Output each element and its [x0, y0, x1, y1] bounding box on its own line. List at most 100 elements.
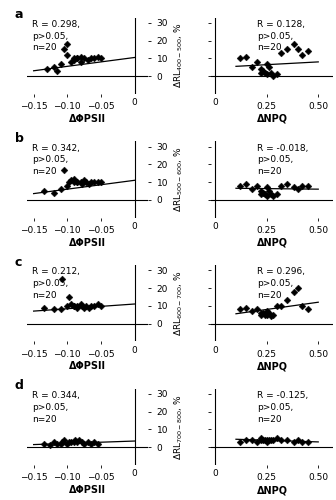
- Point: [65, 440, 70, 448]
- Y-axis label: $\Delta$RL$_{500-600}$, %: $\Delta$RL$_{500-600}$, %: [172, 146, 185, 212]
- Point: [48, 442, 53, 450]
- Point: [295, 46, 300, 54]
- Point: [71, 438, 77, 446]
- Point: [244, 436, 249, 444]
- X-axis label: ΔΦPSII: ΔΦPSII: [69, 114, 106, 124]
- Point: [258, 436, 263, 444]
- X-axis label: ΔNPQ: ΔNPQ: [256, 238, 288, 248]
- Point: [86, 304, 92, 312]
- Point: [268, 190, 274, 198]
- Point: [244, 180, 249, 188]
- Text: d: d: [15, 380, 24, 392]
- Point: [51, 63, 56, 71]
- Point: [291, 438, 296, 446]
- Point: [68, 58, 73, 66]
- Point: [88, 178, 94, 186]
- Point: [95, 300, 100, 308]
- Point: [268, 436, 274, 444]
- Point: [264, 70, 269, 78]
- Point: [264, 192, 269, 200]
- Point: [95, 178, 100, 186]
- Point: [88, 54, 94, 62]
- Point: [65, 302, 70, 310]
- Point: [75, 302, 80, 310]
- Point: [275, 190, 280, 198]
- Point: [66, 178, 71, 186]
- Point: [61, 436, 67, 444]
- X-axis label: ΔNPQ: ΔNPQ: [256, 485, 288, 495]
- Point: [41, 304, 46, 312]
- Text: 0: 0: [213, 222, 218, 231]
- Point: [68, 300, 73, 308]
- Point: [58, 306, 63, 314]
- Point: [279, 49, 284, 57]
- Point: [275, 434, 280, 442]
- Point: [61, 46, 67, 54]
- Point: [258, 190, 263, 198]
- Point: [59, 275, 65, 283]
- Point: [88, 302, 94, 310]
- Point: [285, 436, 290, 444]
- Point: [260, 188, 265, 196]
- Text: b: b: [15, 132, 24, 145]
- Point: [266, 63, 271, 71]
- Point: [254, 438, 259, 446]
- Text: c: c: [15, 256, 22, 269]
- Point: [258, 65, 263, 73]
- Point: [305, 182, 311, 190]
- Text: R = -0.018,
p>0.05,
n=20: R = -0.018, p>0.05, n=20: [257, 144, 309, 176]
- Point: [260, 309, 265, 317]
- Point: [275, 302, 280, 310]
- Point: [73, 436, 78, 444]
- Point: [65, 182, 70, 190]
- Point: [86, 180, 92, 188]
- Point: [264, 438, 269, 446]
- Text: R = 0.342,
p>0.05,
n=20: R = 0.342, p>0.05, n=20: [32, 144, 80, 176]
- Point: [92, 302, 97, 310]
- Point: [262, 68, 267, 76]
- Text: R = 0.344,
p>0.05,
n=20: R = 0.344, p>0.05, n=20: [32, 391, 80, 424]
- Point: [238, 54, 243, 62]
- Point: [75, 304, 80, 312]
- Point: [68, 176, 73, 184]
- Point: [270, 436, 276, 444]
- Point: [71, 302, 77, 310]
- Text: 0: 0: [132, 98, 138, 108]
- Point: [78, 58, 83, 66]
- Point: [92, 438, 97, 446]
- Point: [254, 182, 259, 190]
- X-axis label: ΔNPQ: ΔNPQ: [256, 114, 288, 124]
- Point: [254, 58, 259, 66]
- Text: 0: 0: [132, 222, 138, 231]
- Point: [250, 307, 255, 315]
- Point: [244, 52, 249, 60]
- Point: [279, 182, 284, 190]
- Point: [98, 178, 104, 186]
- Point: [71, 174, 77, 182]
- Point: [258, 310, 263, 318]
- Point: [264, 60, 269, 68]
- Point: [270, 192, 276, 200]
- Point: [264, 310, 269, 318]
- Point: [71, 54, 77, 62]
- Point: [88, 440, 94, 448]
- Point: [250, 436, 255, 444]
- X-axis label: ΔNPQ: ΔNPQ: [256, 362, 288, 372]
- Y-axis label: $\Delta$RL$_{700-800}$, %: $\Delta$RL$_{700-800}$, %: [172, 394, 185, 460]
- Point: [98, 302, 104, 310]
- Point: [51, 188, 56, 196]
- Point: [75, 54, 80, 62]
- Point: [84, 302, 89, 310]
- Point: [84, 178, 89, 186]
- Point: [80, 302, 85, 310]
- Point: [85, 438, 90, 446]
- Point: [266, 436, 271, 444]
- Point: [305, 47, 311, 55]
- X-axis label: ΔΦPSII: ΔΦPSII: [69, 362, 106, 372]
- Point: [75, 178, 80, 186]
- Point: [279, 436, 284, 444]
- Point: [54, 440, 60, 448]
- Point: [95, 52, 100, 60]
- Point: [78, 300, 83, 308]
- Point: [264, 307, 269, 315]
